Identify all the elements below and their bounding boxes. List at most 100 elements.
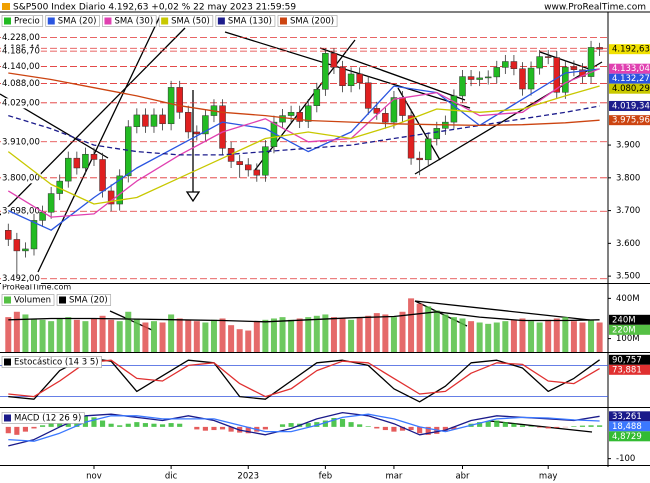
volume-bar — [65, 317, 72, 352]
volume-bar — [142, 322, 149, 352]
level-label-bg — [1, 61, 41, 72]
level-label: 3.800,00 — [2, 173, 40, 183]
value-tag-label: 220M — [612, 325, 636, 335]
histogram-bar — [528, 426, 534, 427]
volume-bar — [90, 318, 97, 352]
volume-bar — [485, 323, 492, 352]
candle-body — [587, 47, 595, 77]
candle-body — [382, 113, 389, 123]
volume-bar — [433, 310, 440, 352]
level-label: 3.698,00 — [2, 207, 40, 217]
trend-line — [539, 51, 593, 71]
histogram-bar — [168, 423, 174, 427]
legend-box — [215, 15, 276, 27]
volume-bar — [108, 319, 115, 352]
histogram-bar — [5, 426, 11, 434]
candle-body — [339, 67, 346, 87]
histogram-bar — [451, 426, 457, 430]
candle-body — [176, 87, 183, 113]
value-tag — [609, 364, 650, 375]
volume-bar — [536, 322, 543, 352]
histogram-bar — [14, 426, 20, 435]
volume-bar — [228, 325, 235, 352]
y-tick-label: 400M — [616, 294, 640, 304]
histogram-bar — [554, 426, 560, 428]
legend-box — [1, 356, 102, 368]
volume-bar — [322, 314, 329, 352]
candle-body — [193, 131, 201, 135]
candle-body — [202, 115, 209, 135]
histogram-bar — [442, 426, 448, 432]
value-tag-label: 240M — [612, 315, 636, 325]
legend-label: SMA (30) — [114, 17, 153, 27]
legend-box — [1, 294, 55, 306]
candle-body — [399, 97, 406, 116]
volume-bar — [450, 317, 457, 352]
candle-body — [347, 73, 355, 87]
candle-body — [279, 115, 286, 123]
value-tag-label: 4.019,34 — [612, 101, 650, 111]
histogram-bar — [477, 422, 483, 427]
volume-bar — [210, 319, 217, 352]
x-tick-label: abr — [455, 472, 470, 482]
histogram-bar — [485, 421, 491, 427]
volume-bar — [545, 319, 552, 352]
candle-body — [536, 56, 543, 69]
volume-bar — [116, 321, 123, 352]
level-label: 4.029,00 — [2, 98, 40, 108]
legend-label: SMA (130) — [228, 17, 272, 27]
legend-swatch — [47, 17, 55, 25]
candle-body — [253, 169, 261, 176]
histogram-bar — [339, 418, 346, 427]
volume-bar — [399, 311, 406, 352]
candle-body — [133, 114, 141, 127]
legend-box — [45, 15, 100, 27]
volume-bar — [159, 322, 166, 352]
volume-bar — [476, 322, 483, 352]
level-label: 3.910,00 — [2, 137, 40, 147]
volume-bar — [253, 321, 260, 352]
level-label-bg — [1, 137, 41, 148]
volume-bar — [22, 314, 29, 352]
value-tag-label: 73,881 — [612, 365, 642, 375]
candle-body — [13, 239, 21, 252]
volume-bar — [502, 321, 509, 352]
level-label-bg — [1, 274, 41, 285]
candle-body — [167, 87, 175, 125]
histogram-bar — [39, 425, 46, 427]
candle-body — [476, 77, 483, 80]
candle-body — [510, 61, 518, 69]
histogram-bar — [511, 423, 517, 427]
level-label-bg — [1, 78, 41, 89]
candle-body — [99, 159, 106, 192]
legend-box — [102, 15, 157, 27]
volume-bar — [390, 317, 397, 352]
histogram-bar — [211, 426, 217, 431]
candle-body — [30, 220, 38, 250]
candle-body — [185, 112, 192, 133]
trend-line — [414, 300, 468, 327]
legend-swatch — [4, 17, 11, 25]
legend-box — [56, 294, 112, 306]
volume-bar — [373, 313, 380, 352]
histogram-bar — [382, 426, 388, 431]
volume-bar — [570, 321, 577, 352]
candle-body — [596, 47, 603, 50]
value-tag — [609, 63, 650, 74]
level-label: 3.492,00 — [2, 274, 40, 284]
histogram-bar — [108, 423, 114, 427]
volume-bar — [442, 314, 449, 352]
histogram-bar — [91, 417, 97, 427]
candle-body — [519, 68, 526, 90]
legend-swatch — [217, 17, 225, 25]
volume-bar — [468, 321, 475, 352]
value-tag — [609, 73, 650, 84]
candle-body — [570, 66, 578, 70]
volume-bar — [579, 322, 586, 352]
candle-body — [116, 175, 123, 205]
candle-body — [433, 128, 441, 140]
series-line — [7, 85, 600, 205]
value-tag-label: 33,261 — [612, 412, 642, 422]
volume-bar — [73, 319, 80, 352]
level-label: 4.186,70 — [2, 47, 40, 57]
